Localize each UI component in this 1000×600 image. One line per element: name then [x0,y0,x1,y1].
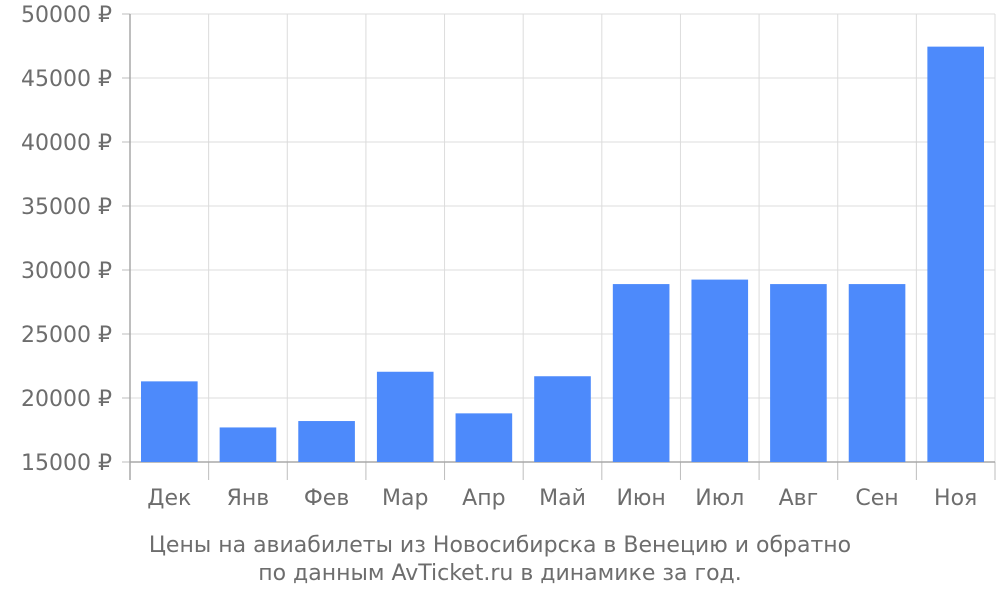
x-tick-label: Июн [616,486,665,511]
bar [376,371,434,462]
caption-line-1: Цены на авиабилеты из Новосибирска в Вен… [148,533,852,558]
y-tick-label: 15000 ₽ [21,451,112,476]
bar [219,427,277,462]
y-tick-label: 20000 ₽ [21,387,112,412]
bar [534,376,591,462]
bar [298,421,355,462]
bar [927,46,984,462]
x-tick-label: Июл [695,486,744,511]
x-tick-label: Мар [382,486,428,511]
x-tick-label: Янв [227,486,270,511]
x-tick-label: Сен [855,486,898,511]
caption-line-2: по данным AvTicket.ru в динамике за год. [258,561,742,586]
bar [455,413,513,462]
y-tick-label: 40000 ₽ [21,131,112,156]
x-tick-label: Авг [779,486,819,511]
x-tick-label: Май [539,486,586,511]
x-tick-label: Дек [147,486,191,511]
bar [770,284,827,462]
y-tick-label: 45000 ₽ [21,67,112,92]
chart-caption: Цены на авиабилеты из Новосибирска в Вен… [0,532,1000,588]
bar [691,279,749,462]
y-tick-label: 35000 ₽ [21,195,112,220]
y-tick-label: 25000 ₽ [21,323,112,348]
y-tick-label: 30000 ₽ [21,259,112,284]
y-tick-label: 50000 ₽ [21,3,112,28]
x-tick-label: Ноя [934,486,977,511]
bar [612,284,670,462]
x-tick-label: Апр [462,486,505,511]
bar [848,284,906,462]
x-tick-label: Фев [304,486,349,511]
bar [141,381,198,462]
